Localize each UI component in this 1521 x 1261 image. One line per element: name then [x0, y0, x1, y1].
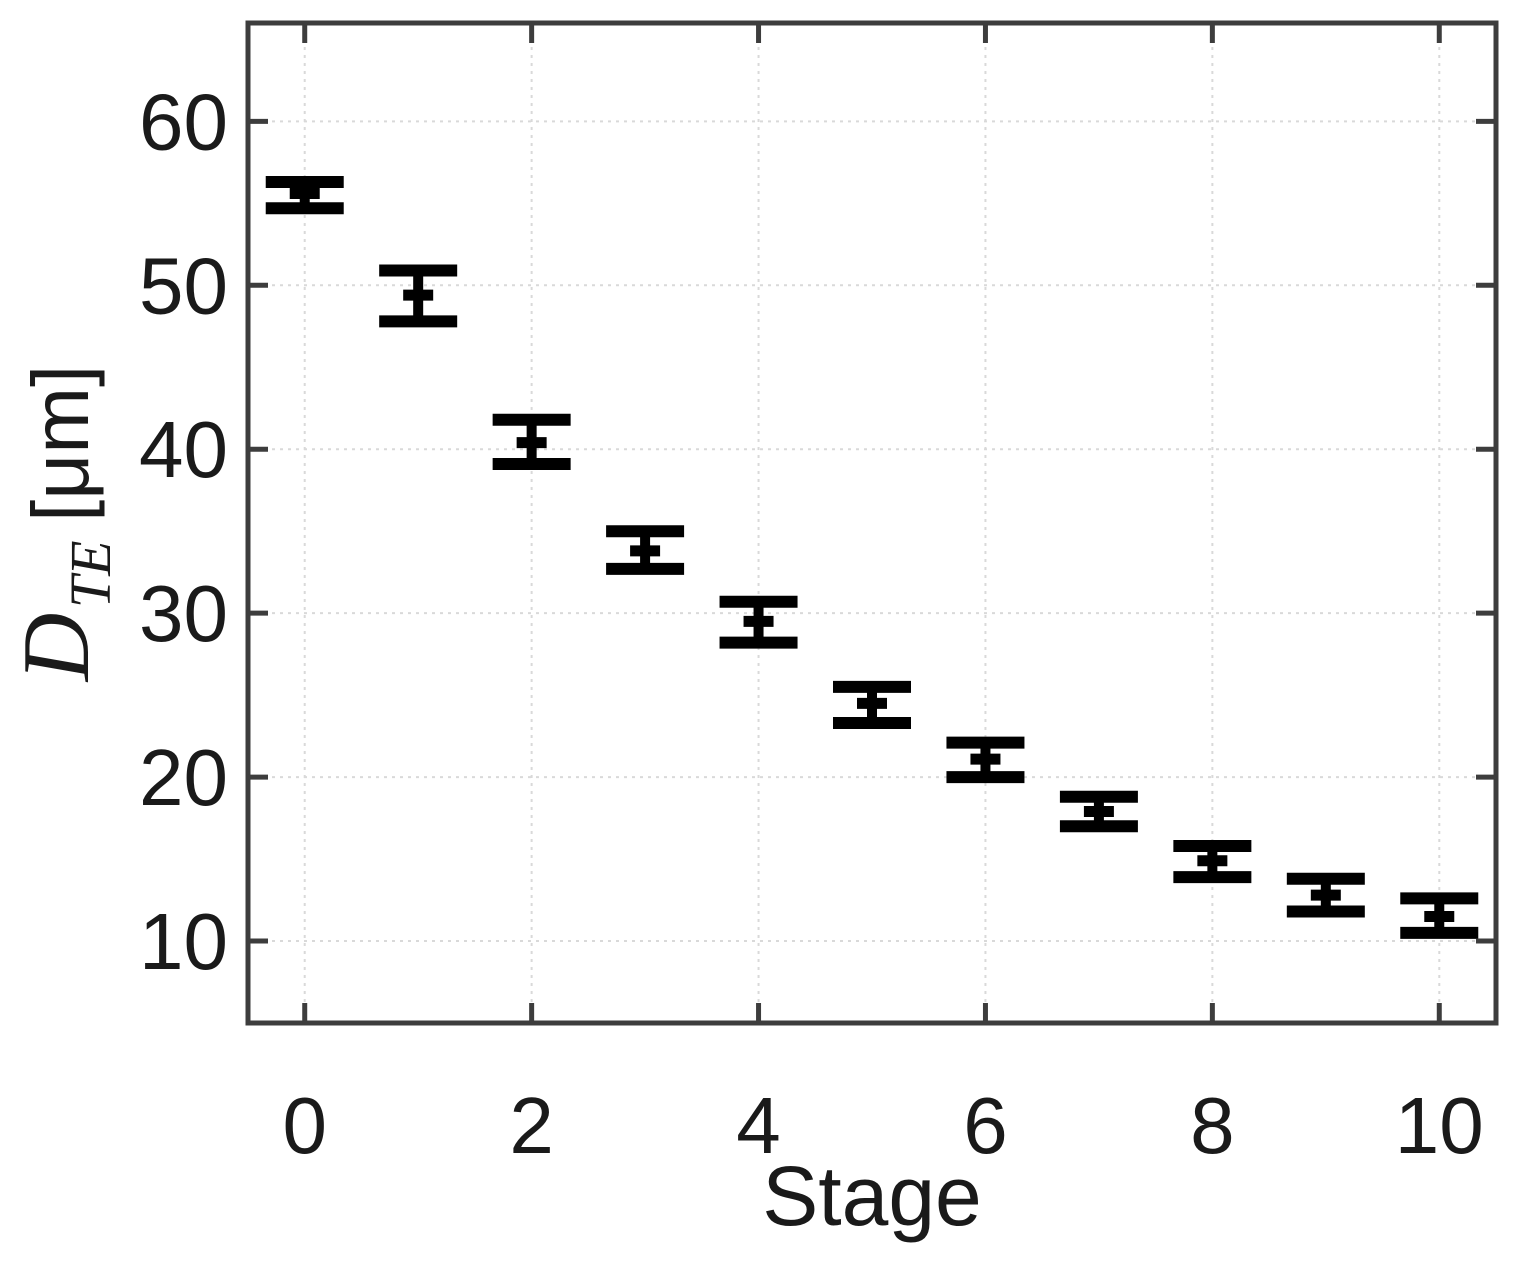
- error-bar: [1059, 790, 1138, 833]
- y-tick-label: 40: [139, 405, 228, 494]
- y-tick-label: 50: [139, 241, 228, 330]
- error-bar: [1173, 839, 1252, 884]
- y-axis-label: D TE [μm]: [3, 365, 123, 683]
- data-layer: [265, 176, 1479, 939]
- error-bar: [946, 736, 1025, 784]
- y-axis-label-unit: [μm]: [16, 365, 105, 522]
- x-tick-label: 10: [1395, 1081, 1484, 1170]
- error-bar: [492, 413, 571, 470]
- error-bar: [1286, 872, 1365, 918]
- x-tick-label: 6: [963, 1081, 1008, 1170]
- x-tick-label: 2: [509, 1081, 554, 1170]
- plot-box: [245, 20, 1499, 1026]
- y-tick-label: 30: [139, 569, 228, 658]
- y-tick-label: 10: [139, 897, 228, 986]
- error-bar: [719, 595, 798, 649]
- x-tick-label: 4: [736, 1081, 781, 1170]
- x-axis-label: Stage: [762, 1149, 982, 1243]
- tick-label-layer: 0 2 4 6 8 10 10 20 30 40 50 60: [139, 77, 1484, 1170]
- grid-layer: [248, 23, 1496, 1023]
- error-bar: [1400, 892, 1479, 939]
- y-tick-label: 60: [139, 77, 228, 166]
- x-tick-label: 0: [282, 1081, 327, 1170]
- error-bar: [606, 525, 685, 575]
- y-axis-label-symbol: D: [3, 613, 109, 684]
- y-axis-label-subscript: TE: [58, 540, 123, 608]
- tick-layer: [248, 23, 1496, 1023]
- error-bar: [379, 264, 458, 328]
- error-bar: [265, 176, 344, 215]
- y-tick-label: 20: [139, 733, 228, 822]
- error-bar: [833, 680, 911, 729]
- x-tick-label: 8: [1190, 1081, 1235, 1170]
